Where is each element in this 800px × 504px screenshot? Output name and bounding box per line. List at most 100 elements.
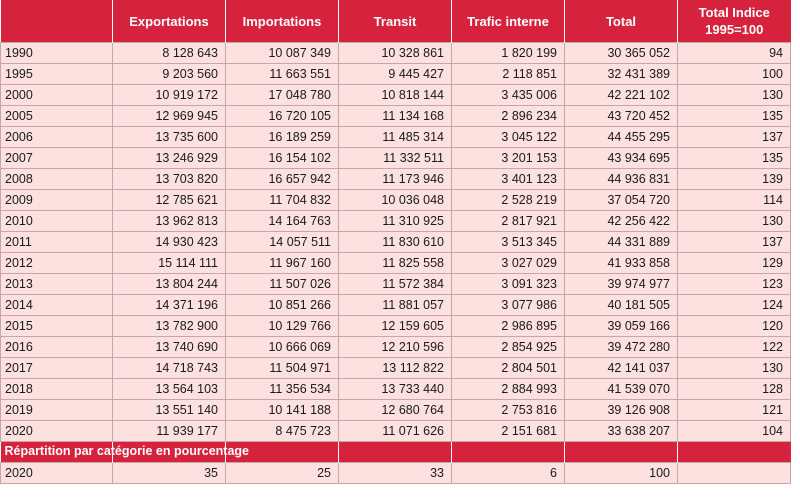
exportations-cell: 13 962 813	[112, 210, 226, 232]
transit-cell: 11 071 626	[338, 420, 452, 442]
transit-cell: 12 210 596	[338, 336, 452, 358]
year-cell: 2014	[0, 294, 113, 316]
index-cell: 137	[677, 231, 791, 253]
index-cell: 130	[677, 357, 791, 379]
table-row: 2014 14 371 196 10 851 266 11 881 057 3 077 …	[0, 294, 791, 316]
year-cell: 2011	[0, 231, 113, 253]
trafic-interne-cell: 2 896 234	[451, 105, 565, 127]
total-cell: 32 431 389	[564, 63, 678, 85]
trafic-interne-cell: 3 201 153	[451, 147, 565, 169]
importations-cell: 10 087 349	[225, 42, 339, 64]
table-row: 1990 8 128 643 10 087 349 10 328 861 1 820 1…	[0, 42, 791, 64]
index-cell: 137	[677, 126, 791, 148]
exportations-cell: 13 564 103	[112, 378, 226, 400]
table-row: 2020 11 939 177 8 475 723 11 071 626 2 151 6…	[0, 420, 791, 442]
transit-cell: 11 830 610	[338, 231, 452, 253]
transit-cell: 11 485 314	[338, 126, 452, 148]
table-row: 2008 13 703 820 16 657 942 11 173 946 3 401 …	[0, 168, 791, 190]
index-cell: 114	[677, 189, 791, 211]
section-spacer	[225, 441, 339, 463]
section-spacer	[451, 441, 565, 463]
exportations-cell: 14 718 743	[112, 357, 226, 379]
year-cell: 2018	[0, 378, 113, 400]
index-cell: 94	[677, 42, 791, 64]
trafic-interne-cell: 3 435 006	[451, 84, 565, 106]
index-cell: 139	[677, 168, 791, 190]
exportations-cell: 13 735 600	[112, 126, 226, 148]
section-label-cell: Répartition par catégorie en pourcentage	[0, 441, 249, 463]
importations-cell: 11 356 534	[225, 378, 339, 400]
trafic-interne-cell: 2 986 895	[451, 315, 565, 337]
transit-cell: 10 818 144	[338, 84, 452, 106]
header-trafic-interne: Trafic interne	[451, 0, 565, 43]
transit-cell: 11 134 168	[338, 105, 452, 127]
importations-cell: 16 657 942	[225, 168, 339, 190]
exportations-cell: 8 128 643	[112, 42, 226, 64]
total-cell: 30 365 052	[564, 42, 678, 64]
year-cell: 2013	[0, 273, 113, 295]
freight-traffic-table: Exportations Importations Transit Trafic…	[0, 0, 791, 484]
total-cell: 42 221 102	[564, 84, 678, 106]
exportations-cell: 13 246 929	[112, 147, 226, 169]
transit-cell: 11 332 511	[338, 147, 452, 169]
percentage-row: 2020 35 25 33 6 100	[0, 462, 791, 484]
trafic-interne-cell: 1 820 199	[451, 42, 565, 64]
trafic-interne-cell: 3 091 323	[451, 273, 565, 295]
exportations-cell: 10 919 172	[112, 84, 226, 106]
year-cell: 2006	[0, 126, 113, 148]
year-cell: 2000	[0, 84, 113, 106]
trafic-interne-cell: 3 027 029	[451, 252, 565, 274]
trafic-interne-cell: 2 817 921	[451, 210, 565, 232]
importations-cell: 11 967 160	[225, 252, 339, 274]
transit-cell: 12 159 605	[338, 315, 452, 337]
importations-cell: 14 164 763	[225, 210, 339, 232]
exportations-cell: 12 785 621	[112, 189, 226, 211]
table-row: 2010 13 962 813 14 164 763 11 310 925 2 817 …	[0, 210, 791, 232]
trafic-interne-cell: 2 753 816	[451, 399, 565, 421]
importations-cell: 8 475 723	[225, 420, 339, 442]
header-exportations: Exportations	[112, 0, 226, 43]
year-cell: 2005	[0, 105, 113, 127]
year-cell: 2008	[0, 168, 113, 190]
importations-cell: 10 141 188	[225, 399, 339, 421]
exportations-cell: 9 203 560	[112, 63, 226, 85]
exportations-cell: 13 703 820	[112, 168, 226, 190]
importations-cell: 11 504 971	[225, 357, 339, 379]
importations-cell: 14 057 511	[225, 231, 339, 253]
transit-cell: 11 310 925	[338, 210, 452, 232]
year-cell: 2009	[0, 189, 113, 211]
importations-cell: 10 129 766	[225, 315, 339, 337]
total-cell: 44 455 295	[564, 126, 678, 148]
index-cell: 135	[677, 147, 791, 169]
table-row: 2015 13 782 900 10 129 766 12 159 605 2 986 …	[0, 315, 791, 337]
trafic-interne-cell: 3 045 122	[451, 126, 565, 148]
table-row: 2018 13 564 103 11 356 534 13 733 440 2 884 …	[0, 378, 791, 400]
table-row: 2000 10 919 172 17 048 780 10 818 144 3 435 …	[0, 84, 791, 106]
transit-cell: 11 825 558	[338, 252, 452, 274]
importations-cell: 10 851 266	[225, 294, 339, 316]
index-cell: 121	[677, 399, 791, 421]
transit-cell: 13 733 440	[338, 378, 452, 400]
trafic-interne-cell: 3 401 123	[451, 168, 565, 190]
header-year	[0, 0, 113, 43]
index-cell: 129	[677, 252, 791, 274]
index-cell: 128	[677, 378, 791, 400]
table-row: 2007 13 246 929 16 154 102 11 332 511 3 201 …	[0, 147, 791, 169]
total-cell: 43 720 452	[564, 105, 678, 127]
transit-cell: 10 036 048	[338, 189, 452, 211]
trafic-interne-cell: 2 118 851	[451, 63, 565, 85]
table-row: 2011 14 930 423 14 057 511 11 830 610 3 513 …	[0, 231, 791, 253]
total-cell: 44 936 831	[564, 168, 678, 190]
section-spacer	[564, 441, 678, 463]
transit-cell: 12 680 764	[338, 399, 452, 421]
exportations-pct-cell: 35	[112, 462, 226, 484]
index-cell: 100	[677, 63, 791, 85]
trafic-interne-pct-cell: 6	[451, 462, 565, 484]
importations-cell: 16 154 102	[225, 147, 339, 169]
header-transit: Transit	[338, 0, 452, 43]
trafic-interne-cell: 2 151 681	[451, 420, 565, 442]
data-table-container: Exportations Importations Transit Trafic…	[0, 0, 791, 484]
total-cell: 39 126 908	[564, 399, 678, 421]
exportations-cell: 13 551 140	[112, 399, 226, 421]
trafic-interne-cell: 2 528 219	[451, 189, 565, 211]
